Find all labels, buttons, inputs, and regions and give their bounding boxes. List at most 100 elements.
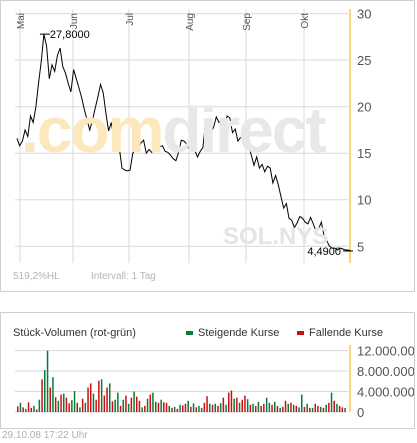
volume-bar (198, 405, 200, 412)
volume-bar (276, 405, 279, 412)
legend-falling-label: Fallende Kurse (309, 327, 383, 339)
volume-bar (46, 350, 49, 412)
volume-bar (60, 394, 62, 412)
volume-bar (320, 406, 322, 412)
volume-bar (79, 407, 81, 412)
volume-bar (190, 406, 192, 412)
legend-falling: Fallende Kurse (297, 327, 383, 339)
legend-rising-label: Steigende Kurse (198, 327, 280, 339)
volume-bar (152, 392, 154, 412)
volume-bar (27, 402, 30, 412)
volume-bar (233, 398, 235, 412)
volume-bar (200, 407, 203, 412)
volume-bar (92, 393, 95, 412)
volume-bar (49, 387, 51, 412)
volume-bar (298, 407, 300, 412)
volume-bar (338, 405, 341, 412)
y-tick-label: 10 (357, 193, 371, 208)
volume-bar (328, 402, 330, 412)
volume-bar (84, 402, 87, 412)
volume-bar (57, 400, 60, 412)
volume-bar (165, 402, 168, 412)
volume-bar (263, 403, 265, 412)
y-tick-label: 30 (357, 7, 371, 22)
volume-bar (38, 399, 41, 412)
volume-bar (249, 404, 252, 412)
volume-bar (144, 405, 146, 412)
volume-bar (274, 401, 276, 412)
volume-bar (109, 383, 111, 412)
volume-chart: 0 4.000.000 8.000.000 12.000.000 (15, 344, 417, 420)
volume-bar (136, 396, 138, 412)
volume-bar (114, 399, 116, 412)
volume-bar (103, 395, 106, 412)
volume-bar (203, 402, 206, 412)
volume-bar (314, 403, 316, 412)
volume-bar (228, 392, 230, 412)
volume-bar (344, 407, 346, 412)
high-value-label: 27,8000 (50, 29, 90, 41)
volume-bar (106, 387, 108, 412)
y-tick-label: 8.000.000 (357, 364, 414, 379)
volume-bar (336, 403, 338, 412)
volume-bar (95, 399, 97, 412)
volume-bar (54, 397, 57, 412)
volume-bar (30, 407, 32, 412)
x-tick-label: Jul (125, 13, 136, 26)
volume-bar (206, 396, 208, 412)
volume-bar (171, 407, 173, 412)
volume-bar (282, 406, 284, 412)
legend-rising: Steigende Kurse (186, 327, 279, 339)
volume-bar (241, 399, 243, 412)
interval-label: Intervall: 1 Tag (91, 271, 156, 282)
volume-bar (52, 377, 54, 412)
volume-bar (133, 391, 135, 412)
volume-bar (260, 405, 262, 412)
volume-bar (155, 401, 157, 412)
volume-bar (146, 398, 149, 412)
volume-bar (130, 397, 133, 412)
volume-bar (122, 399, 124, 412)
volume-bar (73, 391, 76, 412)
volume-bar (246, 399, 249, 412)
volume-chart-title: Stück-Volumen (rot-grün) (13, 327, 136, 339)
volume-bar (19, 402, 22, 412)
x-tick-label: Jun (69, 13, 80, 29)
volume-bar (317, 405, 319, 412)
volume-bar (333, 400, 335, 412)
volume-bar (211, 404, 214, 412)
volume-bar (138, 400, 141, 412)
volume-bar (63, 393, 65, 412)
volume-bar (98, 380, 100, 412)
x-tick-label: Mai (16, 13, 27, 29)
volume-bar (163, 402, 165, 412)
price-line (16, 33, 352, 252)
volume-bar (301, 394, 303, 412)
y-tick-label: 5 (357, 239, 364, 254)
volume-bar (176, 408, 179, 412)
volume-bar (117, 392, 119, 412)
timestamp: 29.10.08 17:22 Uhr (2, 430, 88, 441)
volume-bar (219, 403, 222, 412)
volume-bar (168, 405, 170, 412)
price-chart: 5 10 15 20 25 30 Mai Jun Jul Aug Sep Okt 27,8000 4,49… (15, 7, 371, 263)
x-tick-label: Okt (300, 13, 311, 29)
volume-chart-panel: 0 4.000.000 8.000.000 12.000.000 (0, 312, 417, 429)
volume-bar (238, 402, 241, 412)
volume-bar (68, 403, 70, 412)
volume-bar (195, 407, 197, 412)
y-tick-label: 0 (357, 405, 364, 420)
price-chart-panel: 5 10 15 20 25 30 Mai Jun Jul Aug Sep Okt 27,8000 4,49… (0, 0, 415, 292)
volume-bar (265, 397, 268, 412)
volume-bar (322, 407, 325, 412)
volume-bar (214, 403, 216, 412)
volume-bar (33, 405, 35, 412)
volume-bar (287, 403, 289, 412)
volume-bar (119, 405, 122, 412)
volume-bar (268, 402, 271, 412)
legend-rising-swatch (186, 331, 193, 335)
volume-bar (127, 403, 130, 412)
volume-bar (87, 387, 89, 412)
volume-bar (236, 397, 238, 412)
volume-bar (179, 404, 181, 412)
